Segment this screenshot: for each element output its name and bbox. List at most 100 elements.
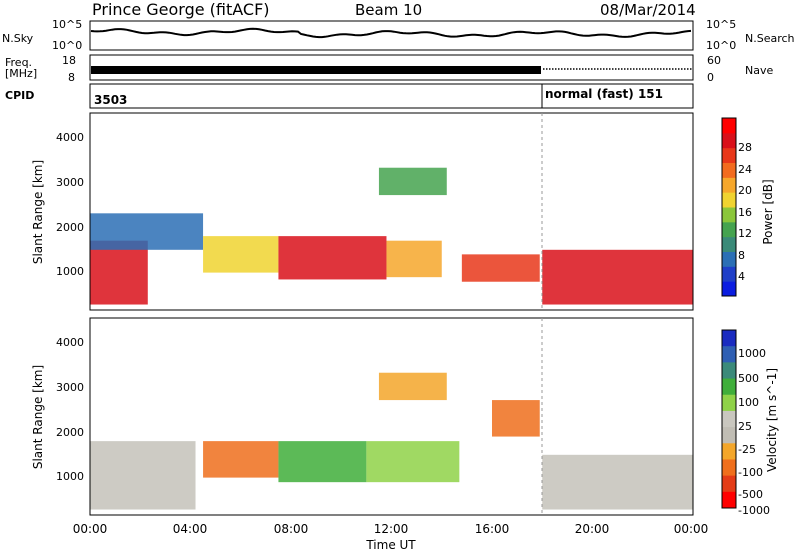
velocity-colorbar-swatch-2: [722, 362, 736, 380]
frequency-trace-dense: [91, 66, 541, 74]
velocity-colorbar-label: Velocity [m s^-1]: [765, 368, 779, 472]
power-colorbar-swatch-9: [722, 147, 736, 163]
scatter-region-power-6: [378, 167, 447, 196]
noise-trace: [90, 27, 692, 39]
velocity-colorbar-tick-m100: -100: [738, 466, 763, 479]
xtick-1: 04:00: [173, 522, 208, 536]
power-colorbar-tick-20: 20: [738, 184, 752, 197]
noise-left-tick-high: 10^5: [52, 18, 82, 31]
beam-title: Beam 10: [355, 1, 422, 19]
time-axis: 00:00 04:00 08:00 12:00 16:00 20:00 00:0…: [73, 522, 709, 552]
noise-left-label: N.Sky: [2, 32, 34, 45]
power-colorbar-swatch-2: [722, 251, 736, 267]
velocity-colorbar-swatch-5: [722, 410, 736, 428]
freq-left-label-1: Freq.: [5, 56, 32, 69]
scatter-region-velocity-0: [90, 441, 196, 510]
xtick-5: 20:00: [575, 522, 610, 536]
date-title: 08/Mar/2014: [600, 1, 696, 19]
xtick-2: 08:00: [274, 522, 309, 536]
power-colorbar-tick-8: 8: [738, 249, 745, 262]
power-colorbar-tick-16: 16: [738, 206, 752, 219]
noise-panel: N.Sky 10^5 10^0 N.Search 10^5 10^0: [2, 18, 795, 52]
power-colorbar: [721, 117, 737, 297]
velocity-panel-frame: [89, 317, 694, 516]
noise-right-label: N.Search: [745, 32, 795, 45]
power-colorbar-swatch-7: [722, 177, 736, 193]
velocity-colorbar-swatch-10: [722, 491, 736, 509]
power-ytick-3000: 3000: [56, 176, 84, 189]
power-ylabel: Slant Range [km]: [31, 160, 45, 264]
power-colorbar-tick-24: 24: [738, 163, 752, 176]
velocity-colorbar-swatch-9: [722, 475, 736, 493]
power-panel-frame: [89, 112, 694, 311]
scatter-region-power-3: [278, 236, 387, 280]
velocity-data-layer: [90, 372, 693, 510]
velocity-colorbar-tick-p1000: 1000: [738, 347, 766, 360]
freq-left-tick-high: 18: [62, 54, 76, 67]
scatter-region-power-5: [461, 254, 540, 282]
power-colorbar-tick-28: 28: [738, 141, 752, 154]
power-colorbar-swatch-8: [722, 162, 736, 178]
velocity-colorbar-swatch-4: [722, 394, 736, 412]
freq-right-tick-low: 0: [707, 71, 714, 84]
velocity-colorbar-tick-m500: -500: [738, 488, 763, 501]
noise-right-tick-high: 10^5: [706, 18, 736, 31]
velocity-colorbar-tick-p500: 500: [738, 372, 759, 385]
power-colorbar-swatch-4: [722, 221, 736, 238]
xtick-0: 00:00: [73, 522, 108, 536]
cpid-label: CPID: [5, 89, 34, 102]
velocity-colorbar-swatch-1: [722, 346, 736, 363]
power-colorbar-frame: [721, 117, 737, 297]
power-y-ticks: 1000 2000 3000 4000: [56, 131, 84, 278]
velocity-ytick-4000: 4000: [56, 336, 84, 349]
velocity-colorbar-swatch-7: [722, 443, 736, 460]
scatter-region-power-2: [203, 236, 279, 273]
power-colorbar-swatch-10: [722, 132, 736, 149]
velocity-colorbar-swatch-8: [722, 459, 736, 477]
scatter-region-power-7: [542, 249, 693, 305]
xtick-6: 00:00: [674, 522, 709, 536]
velocity-colorbar-swatch-0: [722, 330, 736, 347]
scatter-region-velocity-4: [378, 372, 447, 401]
xlabel: Time UT: [365, 538, 416, 552]
velocity-ytick-1000: 1000: [56, 470, 84, 483]
power-ytick-2000: 2000: [56, 221, 84, 234]
velocity-colorbar-tick-m25: -25: [738, 443, 756, 456]
velocity-panel: Slant Range [km] 1000 2000 3000 4000 100…: [31, 317, 779, 517]
scatter-region-velocity-6: [542, 454, 693, 510]
power-colorbar-swatch-5: [722, 207, 736, 223]
scatter-region-power-0: [90, 240, 148, 305]
power-colorbar-swatch-1: [722, 266, 736, 282]
power-colorbar-swatch-0: [722, 281, 736, 297]
power-ytick-4000: 4000: [56, 131, 84, 144]
cpid-panel: CPID 3503 normal (fast) 151: [5, 83, 694, 109]
velocity-ylabel: Slant Range [km]: [31, 365, 45, 469]
velocity-colorbar-tick-p100: 100: [738, 396, 759, 409]
freq-left-label-2: [MHz]: [5, 67, 37, 80]
power-ytick-1000: 1000: [56, 265, 84, 278]
freq-right-tick-high: 60: [707, 54, 721, 67]
scatter-region-power-4: [386, 240, 442, 278]
scatter-region-velocity-5: [492, 400, 540, 437]
velocity-colorbar: [721, 329, 737, 509]
power-data-layer: [90, 167, 693, 305]
velocity-colorbar-tick-m1000: -1000: [738, 504, 770, 517]
velocity-colorbar-frame: [721, 329, 737, 509]
station-title: Prince George (fitACF): [92, 0, 270, 19]
xtick-4: 16:00: [475, 522, 510, 536]
velocity-y-ticks: 1000 2000 3000 4000: [56, 336, 84, 483]
scatter-region-power-1: [90, 213, 204, 250]
power-colorbar-swatch-6: [722, 192, 736, 208]
power-colorbar-swatch-11: [722, 118, 736, 134]
noise-left-tick-low: 10^0: [52, 39, 82, 52]
scatter-region-velocity-3: [366, 441, 460, 483]
scatter-region-velocity-1: [203, 441, 279, 478]
power-panel: Slant Range [km] 1000 2000 3000 4000 4 8…: [31, 112, 775, 311]
power-colorbar-tick-12: 12: [738, 227, 752, 240]
xtick-3: 12:00: [374, 522, 409, 536]
velocity-colorbar-swatch-3: [722, 378, 736, 396]
cpid-program-2: normal (fast) 151: [545, 87, 663, 101]
velocity-colorbar-swatch-6: [722, 427, 736, 444]
velocity-ytick-3000: 3000: [56, 381, 84, 394]
scatter-region-velocity-2: [278, 441, 367, 483]
